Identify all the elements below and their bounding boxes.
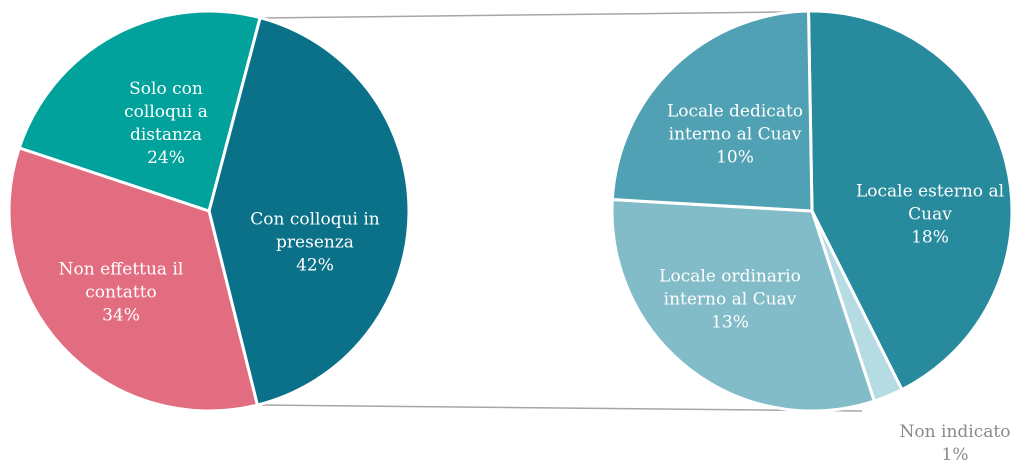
connector-line (259, 11, 787, 19)
slice-label: Locale ordinario interno al Cuav 13% (628, 266, 833, 335)
slice-label: Locale esterno al Cuav 18% (850, 181, 1010, 250)
slice-label: Con colloqui in presenza 42% (223, 209, 408, 278)
value-label: 13% (711, 312, 749, 333)
category-label: Non effettua il contatto (58, 259, 184, 303)
pie-slice (807, 9, 1014, 392)
slice-label: Solo con colloqui a distanza 24% (104, 78, 229, 170)
value-label: 10% (716, 147, 754, 168)
pie-slice (610, 198, 876, 413)
pie-slice (207, 16, 411, 407)
slice-label: Non indicato 1% (875, 421, 1035, 467)
pie-slice (610, 9, 814, 213)
category-label: Locale esterno al Cuav (855, 181, 1005, 225)
value-label: 34% (102, 305, 140, 326)
connector-line (261, 404, 863, 412)
value-label: 42% (296, 255, 334, 276)
category-label: Solo con colloqui a distanza (124, 79, 208, 145)
value-label: 24% (147, 148, 185, 168)
pie-slice (7, 146, 259, 413)
pie-slice (17, 9, 262, 213)
slice-label: Locale dedicato interno al Cuav 10% (648, 101, 823, 170)
category-label: Con colloqui in presenza (250, 209, 380, 253)
category-label: Locale dedicato interno al Cuav (666, 101, 804, 145)
category-label: Locale ordinario interno al Cuav (659, 266, 801, 310)
category-label: Non indicato (899, 422, 1011, 442)
value-label: 1% (941, 445, 969, 465)
slice-label: Non effettua il contatto 34% (29, 259, 214, 328)
value-label: 18% (911, 227, 949, 248)
